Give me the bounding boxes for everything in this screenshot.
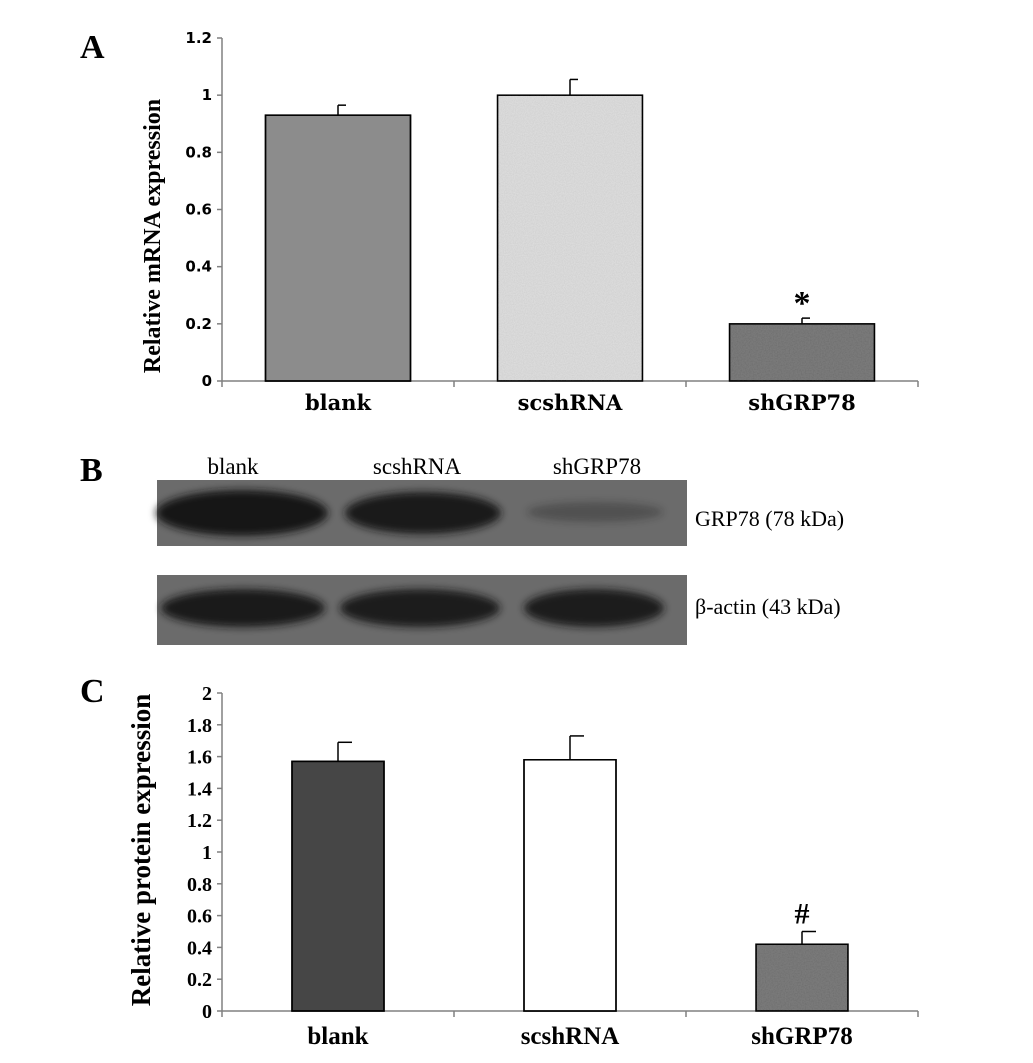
y-tick-label: 2: [202, 683, 212, 705]
bar-shGRP78: [728, 323, 876, 382]
band-actin-blank: [161, 589, 325, 627]
bar-scshRNA: [496, 94, 644, 382]
y-tick-label: 0.2: [187, 969, 212, 991]
panel-letter-b: B: [80, 452, 103, 489]
y-tick-label: 1.4: [187, 778, 212, 800]
bar-blank: [291, 760, 385, 1012]
significance-mark-shGRP78: *: [794, 285, 811, 322]
band-actin-scshRNA: [340, 589, 500, 627]
y-tick-label: 0.4: [185, 258, 212, 276]
blot-label-actin: β-actin (43 kDa): [695, 594, 841, 619]
panel-letter-a: A: [80, 29, 105, 66]
blot-lane-scshRNA: scshRNA: [373, 454, 462, 479]
y-tick-label: 1.6: [187, 747, 212, 769]
y-ticks-a: 0 0.2 0.4 0.6 0.8 1 1.2: [185, 29, 222, 390]
significance-mark-shGRP78: #: [795, 898, 810, 931]
x-category-blank: blank: [305, 390, 372, 415]
y-tick-label: 0.8: [185, 143, 212, 161]
band-grp78-blank: [156, 490, 328, 536]
y-tick-label: 0.2: [185, 315, 212, 333]
band-actin-shGRP78: [524, 589, 664, 627]
y-tick-label: 1.2: [185, 29, 212, 47]
band-grp78-shGRP78: [527, 502, 663, 522]
y-tick-label: 0.6: [187, 906, 212, 928]
bar-scshRNA: [523, 759, 617, 1012]
y-tick-label: 1: [202, 86, 212, 104]
y-tick-label: 1: [202, 842, 212, 864]
y-axis-label-c: Relative protein expression: [126, 694, 156, 1006]
blot-lane-shGRP78: shGRP78: [553, 454, 641, 479]
y-tick-label: 0.6: [185, 201, 212, 219]
x-category-blank: blank: [307, 1023, 368, 1050]
bars-c: #: [291, 735, 849, 1012]
x-category-shGRP78: shGRP78: [751, 1023, 852, 1050]
blot-lane-blank: blank: [207, 454, 259, 479]
x-category-scshRNA: scshRNA: [518, 390, 623, 415]
y-tick-label: 0.4: [187, 937, 212, 959]
blot-label-grp78: GRP78 (78 kDa): [695, 506, 844, 531]
bar-shGRP78: [755, 943, 849, 1012]
x-categories-c: blank scshRNA shGRP78: [307, 1023, 852, 1050]
y-ticks-c: 0 0.2 0.4 0.6 0.8 1 1.2 1.4 1.6 1.8 2: [187, 683, 222, 1023]
x-categories-a: blank scshRNA shGRP78: [305, 390, 856, 415]
y-tick-label: 0: [202, 372, 212, 390]
y-tick-label: 0: [202, 1001, 212, 1023]
x-category-shGRP78: shGRP78: [748, 390, 856, 415]
y-tick-label: 1.8: [187, 715, 212, 737]
panel-a: A Relative mRNA expression * 00.20.40.60…: [80, 29, 919, 415]
y-tick-label: 0.8: [187, 874, 212, 896]
bars-a: *: [264, 78, 876, 382]
y-axis-label-a: Relative mRNA expression: [140, 99, 166, 373]
bar-blank: [264, 114, 412, 382]
panel-c: C Relative protein expression # 00.20.40…: [80, 673, 919, 1050]
panel-b: B blank scshRNA shGRP78 GRP78 (78 kDa) β…: [80, 452, 844, 645]
panel-letter-c: C: [80, 673, 105, 710]
y-tick-label: 1.2: [187, 810, 212, 832]
band-grp78-scshRNA: [345, 492, 501, 534]
x-category-scshRNA: scshRNA: [521, 1023, 620, 1050]
